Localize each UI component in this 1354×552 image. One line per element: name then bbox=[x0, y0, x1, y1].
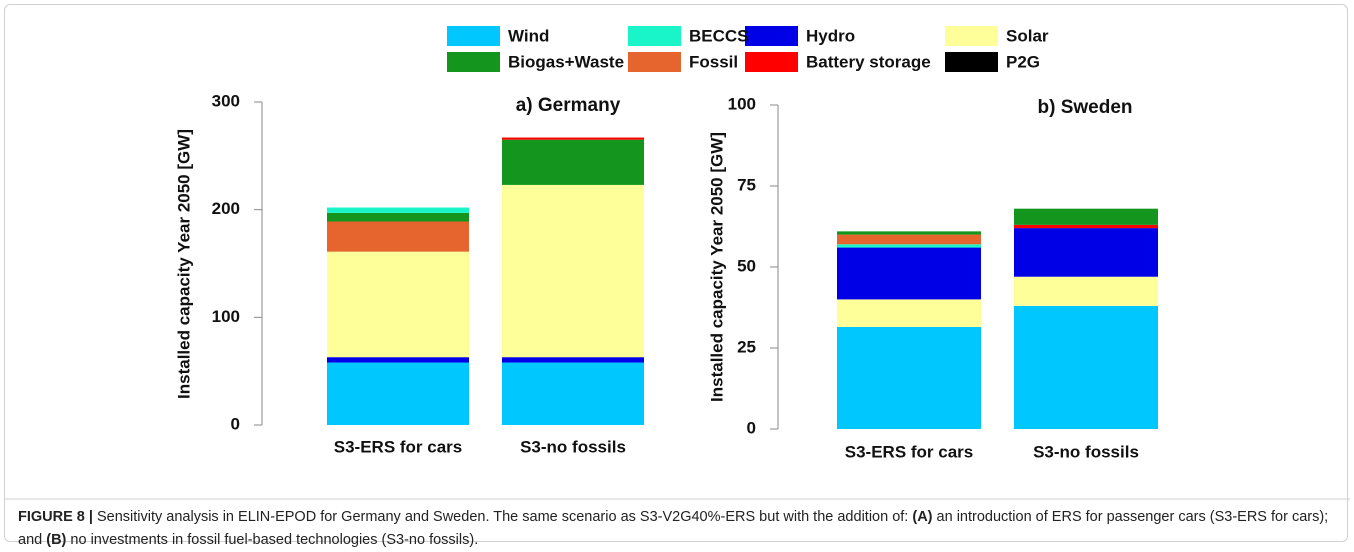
bar-segment bbox=[502, 137, 644, 140]
y-tick-label: 0 bbox=[747, 418, 756, 437]
legend-swatch bbox=[447, 26, 500, 46]
y-tick-label: 25 bbox=[737, 337, 756, 356]
y-tick-label: 100 bbox=[728, 94, 756, 113]
legend-swatch bbox=[945, 26, 998, 46]
bar-segment: Fossil bbox=[837, 234, 981, 245]
bar-segment bbox=[502, 139, 644, 185]
y-tick-label: 300 bbox=[212, 91, 240, 110]
bar-segment: Hydro bbox=[1014, 228, 1158, 277]
legend-label: Biogas+Waste bbox=[508, 52, 624, 71]
legend-label: P2G bbox=[1006, 52, 1040, 71]
figure-label: FIGURE 8 | bbox=[18, 509, 93, 525]
bar-segment bbox=[502, 184, 644, 358]
legend-swatch bbox=[745, 52, 798, 72]
bar-segment: Biogas+Waste bbox=[1014, 208, 1158, 225]
bar-segment: Solar bbox=[1014, 276, 1158, 306]
chart-title: a) Germany bbox=[516, 95, 621, 116]
figure-frame bbox=[4, 4, 1348, 542]
legend-swatch bbox=[945, 52, 998, 72]
bar-segment bbox=[502, 357, 644, 363]
y-axis-label: Installed capacity Year 2050 [GW] bbox=[707, 132, 726, 402]
caption-text: Sensitivity analysis in ELIN-EPOD for Ge… bbox=[97, 509, 909, 525]
chart-title: b) Sweden bbox=[1037, 97, 1132, 118]
legend-swatch bbox=[745, 26, 798, 46]
y-tick-label: 200 bbox=[212, 199, 240, 218]
y-tick-label: 0 bbox=[231, 414, 240, 433]
legend-swatch bbox=[628, 52, 681, 72]
x-tick-label: S3-no fossils bbox=[1033, 442, 1139, 461]
bar-segment bbox=[502, 362, 644, 425]
bar-segment: Battery storage bbox=[1014, 224, 1158, 229]
bar-segment: Hydro bbox=[837, 247, 981, 300]
caption: FIGURE 8 | Sensitivity analysis in ELIN-… bbox=[18, 506, 1338, 552]
y-axis-label: Installed capacity Year 2050 [GW] bbox=[174, 129, 193, 399]
caption-text: an introduction of ERS for passenger car… bbox=[18, 509, 1329, 548]
chart: Wind Hydro SolarFossilBiogas+WasteBECCSBat… bbox=[4, 26, 1350, 500]
legend-label: BECCS bbox=[689, 26, 749, 45]
bar-segment: Solar bbox=[837, 299, 981, 327]
caption-text: no investments in fossil fuel-based tech… bbox=[70, 532, 479, 548]
y-tick-label: 100 bbox=[212, 307, 240, 326]
bar-segment bbox=[327, 207, 469, 213]
bar-segment: Biogas+Waste bbox=[837, 231, 981, 235]
bar-segment: Wind bbox=[1014, 305, 1158, 429]
x-tick-label: S3-ERS for cars bbox=[845, 442, 974, 461]
x-tick-label: S3-ERS for cars bbox=[334, 437, 463, 456]
bar-segment bbox=[327, 362, 469, 425]
bar-segment: Wind bbox=[837, 326, 981, 429]
legend-label: Fossil bbox=[689, 52, 738, 71]
legend-label: Hydro bbox=[806, 26, 855, 45]
legend-label: Wind bbox=[508, 26, 549, 45]
caption-label: (A) bbox=[912, 509, 933, 525]
legend-swatch bbox=[628, 26, 681, 46]
bar-segment: BECCS bbox=[837, 244, 981, 248]
caption-label: (B) bbox=[46, 532, 67, 548]
bar-segment bbox=[327, 221, 469, 252]
legend-label: Battery storage bbox=[806, 52, 931, 71]
bar-segment bbox=[327, 212, 469, 222]
legend-label: Solar bbox=[1006, 26, 1049, 45]
x-tick-label: S3-no fossils bbox=[520, 437, 626, 456]
y-tick-label: 50 bbox=[737, 256, 756, 275]
legend-swatch bbox=[447, 52, 500, 72]
bar-segment bbox=[327, 357, 469, 363]
y-tick-label: 75 bbox=[737, 175, 756, 194]
bar-segment bbox=[327, 251, 469, 358]
